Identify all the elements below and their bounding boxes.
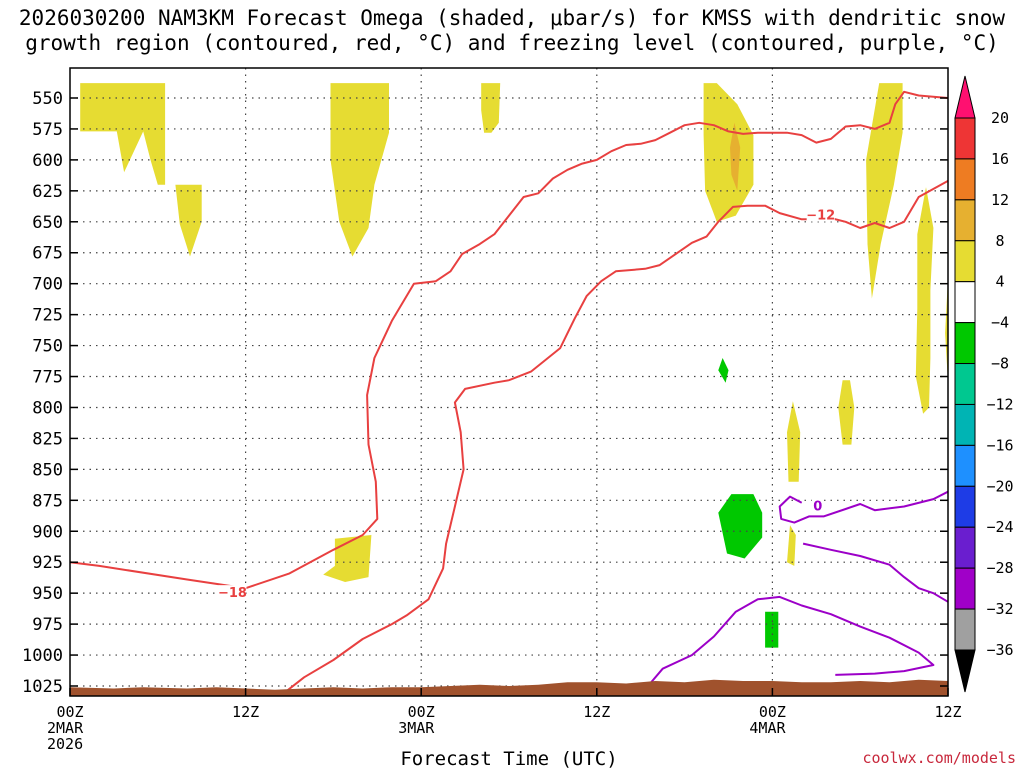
omega-shading: [80, 83, 948, 648]
credit-text: coolwx.com/models: [862, 749, 1016, 767]
y-tick-label: 775: [32, 368, 63, 388]
colorbar-swatch: [954, 567, 976, 610]
y-tick-label: 625: [32, 182, 63, 202]
colorbar-label: −12: [986, 395, 1013, 413]
omega-region-upward-motion-c: [481, 83, 501, 133]
colorbar-swatch: [954, 526, 976, 569]
colorbar-label: −28: [986, 559, 1013, 577]
x-tick-label: 12Z: [934, 703, 961, 721]
colorbar-label: −32: [986, 600, 1013, 618]
y-axis: 550 575 600 625 650 675 700 725 750 775 800 825 850 8…: [22, 89, 948, 697]
chart-title-line2: growth region (contoured, red, °C) and f…: [25, 31, 999, 55]
x-axis-title: Forecast Time (UTC): [400, 748, 617, 768]
y-tick-label: 600: [32, 151, 63, 171]
freezing-contour-0-0: [778, 490, 949, 524]
y-tick-label: 975: [32, 615, 63, 635]
omega-region-upward-motion-l: [730, 122, 741, 191]
y-tick-label: 575: [32, 120, 63, 140]
y-tick-label: 550: [32, 89, 63, 109]
terrain-fill: [70, 679, 948, 696]
colorbar-label: 12: [991, 191, 1009, 209]
freezing-contour-label: 0: [813, 500, 822, 515]
y-tick-label: 1025: [22, 677, 63, 697]
freezing-contour-label-bg: [811, 498, 824, 513]
x-tick-label: 00Z: [56, 703, 83, 721]
x-tick-label: 00Z: [408, 703, 435, 721]
freezing-contour-seg-2: [647, 595, 935, 687]
colorbar-label: −20: [986, 477, 1013, 495]
terrain: [70, 679, 948, 696]
omega-region-upward-motion-a: [80, 83, 202, 257]
y-tick-label: 700: [32, 275, 63, 295]
y-tick-label: 650: [32, 213, 63, 233]
x-tick-label: 4MAR: [749, 719, 786, 737]
y-tick-label: 725: [32, 306, 63, 326]
colorbar-label: −16: [986, 436, 1013, 454]
omega-region-upward-motion-e: [703, 83, 754, 222]
colorbar-swatch: [954, 281, 976, 324]
omega-region-upward-motion-i: [838, 380, 855, 445]
x-tick-label: 12Z: [583, 703, 610, 721]
x-tick-label: 2MAR: [47, 719, 84, 737]
colorbar-label: 20: [991, 109, 1009, 127]
plot-frame: [69, 67, 949, 697]
colorbar-swatch: [954, 240, 976, 283]
colorbar-swatch: [954, 199, 976, 242]
colorbar-top-arrow: [954, 75, 976, 119]
colorbar-label: 16: [991, 150, 1009, 168]
colorbar-swatch: [954, 403, 976, 446]
y-tick-label: 925: [32, 553, 63, 573]
omega-region-downward-motion-a: [718, 358, 729, 383]
colorbar-swatch: [954, 485, 976, 528]
omega-region-upward-motion-g: [915, 187, 934, 414]
y-tick-label: 950: [32, 584, 63, 604]
y-tick-label: 750: [32, 337, 63, 357]
y-tick-label: 675: [32, 244, 63, 264]
y-tick-label: 875: [32, 491, 63, 511]
colorbar-swatch: [954, 158, 976, 201]
colorbar: 20 16 12 8 4 −4 −8 −12 −16 −20 −24 −28 −32 −36: [954, 75, 1014, 693]
colorbar-bottom-arrow: [954, 649, 976, 693]
y-tick-label: 1000: [22, 646, 63, 666]
contours: −18 −12 0: [69, 90, 949, 693]
y-tick-label: 800: [32, 398, 63, 418]
omega-region-upward-motion-d: [323, 535, 372, 582]
freezing-contour-seg-1: [802, 542, 949, 603]
omega-region-upward-motion-j: [787, 401, 801, 482]
y-tick-label: 825: [32, 429, 63, 449]
x-tick-label: 3MAR: [398, 719, 435, 737]
colorbar-label: −8: [991, 355, 1009, 373]
x-tick-label: 00Z: [759, 703, 786, 721]
colorbar-swatch: [954, 608, 976, 651]
colorbar-swatch: [954, 444, 976, 487]
chart-title-line1: 2026030200 NAM3KM Forecast Omega (shaded…: [19, 6, 1006, 30]
colorbar-label: −4: [991, 314, 1009, 332]
colorbar-swatch: [954, 322, 976, 365]
omega-region-upward-motion-f: [866, 83, 903, 299]
dgz-contour--18-0: [69, 90, 949, 590]
omega-region-upward-motion-k: [787, 525, 796, 566]
dgz-contour-label: −12: [806, 209, 835, 224]
x-tick-label: 2026: [47, 735, 83, 753]
y-tick-label: 850: [32, 460, 63, 480]
dgz-contour-label-bg: [218, 585, 247, 600]
colorbar-label: 8: [995, 232, 1004, 250]
omega-region-downward-motion-c: [765, 611, 779, 648]
colorbar-label: −36: [986, 641, 1013, 659]
colorbar-label: 4: [995, 273, 1004, 291]
dgz-contour-label-bg: [806, 207, 835, 222]
omega-region-downward-motion-b: [718, 494, 763, 559]
dgz-contour-label: −18: [218, 586, 247, 601]
gridlines: [70, 68, 948, 696]
dgz-contour--12-1: [284, 180, 949, 693]
y-tick-label: 900: [32, 522, 63, 542]
colorbar-swatch: [954, 363, 976, 405]
colorbar-swatch: [954, 117, 976, 160]
colorbar-label: −24: [986, 518, 1013, 536]
x-tick-label: 12Z: [232, 703, 259, 721]
omega-region-upward-motion-b: [330, 83, 389, 257]
